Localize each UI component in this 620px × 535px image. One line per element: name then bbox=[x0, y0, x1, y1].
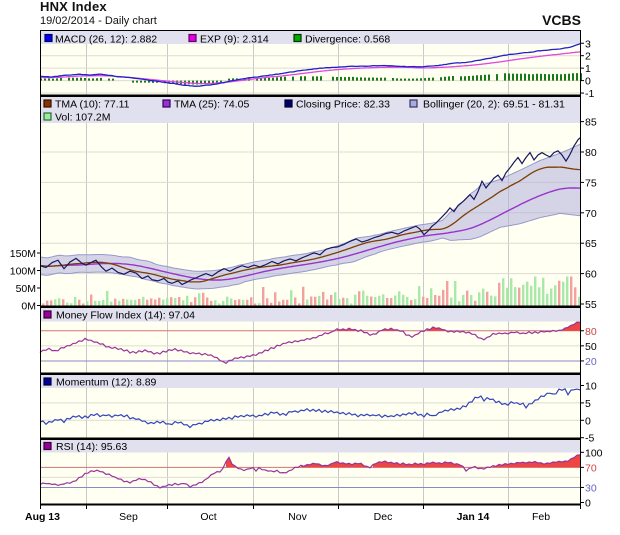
svg-text:55: 55 bbox=[585, 299, 597, 311]
svg-text:HNX Index: HNX Index bbox=[40, 0, 107, 14]
svg-text:RSI (14): 95.63: RSI (14): 95.63 bbox=[56, 441, 127, 453]
svg-text:TMA (25): 74.05: TMA (25): 74.05 bbox=[174, 99, 249, 111]
svg-text:Nov: Nov bbox=[288, 511, 307, 523]
svg-text:Momentum (12): 8.89: Momentum (12): 8.89 bbox=[56, 377, 157, 389]
svg-text:75: 75 bbox=[585, 177, 597, 189]
svg-text:-5: -5 bbox=[585, 433, 594, 445]
svg-text:0M: 0M bbox=[21, 301, 36, 313]
svg-text:150M: 150M bbox=[10, 248, 36, 260]
svg-text:10: 10 bbox=[585, 381, 597, 393]
svg-text:2: 2 bbox=[585, 51, 591, 63]
svg-text:1: 1 bbox=[585, 63, 591, 75]
svg-text:0: 0 bbox=[585, 498, 591, 510]
svg-text:Aug 13: Aug 13 bbox=[25, 511, 60, 523]
svg-text:0: 0 bbox=[585, 415, 591, 427]
svg-text:70: 70 bbox=[585, 208, 597, 220]
svg-text:20: 20 bbox=[585, 356, 597, 368]
svg-text:50M: 50M bbox=[16, 283, 36, 295]
svg-text:TMA (10): 77.11: TMA (10): 77.11 bbox=[55, 99, 130, 111]
svg-text:Vol: 107.2M: Vol: 107.2M bbox=[55, 112, 110, 124]
svg-text:Feb: Feb bbox=[532, 511, 550, 523]
svg-text:100M: 100M bbox=[10, 266, 36, 278]
svg-text:Bollinger (20, 2): 69.51 - 81.: Bollinger (20, 2): 69.51 - 81.31 bbox=[423, 99, 565, 111]
svg-text:80: 80 bbox=[585, 147, 597, 159]
svg-text:100: 100 bbox=[585, 447, 603, 459]
svg-text:Divergence: 0.568: Divergence: 0.568 bbox=[305, 34, 390, 46]
svg-text:50: 50 bbox=[585, 341, 597, 353]
svg-text:EXP (9): 2.314: EXP (9): 2.314 bbox=[200, 34, 269, 46]
svg-text:-1: -1 bbox=[585, 88, 594, 100]
svg-text:Jan 14: Jan 14 bbox=[457, 511, 490, 523]
svg-text:5: 5 bbox=[585, 398, 591, 410]
svg-text:65: 65 bbox=[585, 238, 597, 250]
svg-text:Closing Price: 82.33: Closing Price: 82.33 bbox=[296, 99, 390, 111]
svg-text:60: 60 bbox=[585, 269, 597, 281]
svg-text:0: 0 bbox=[585, 76, 591, 88]
svg-text:Sep: Sep bbox=[119, 511, 138, 523]
svg-text:19/02/2014 - Daily chart: 19/02/2014 - Daily chart bbox=[40, 15, 157, 27]
svg-text:MACD (26, 12): 2.882: MACD (26, 12): 2.882 bbox=[55, 34, 157, 46]
svg-text:Oct: Oct bbox=[200, 511, 216, 523]
svg-text:70: 70 bbox=[585, 462, 597, 474]
svg-text:30: 30 bbox=[585, 482, 597, 494]
svg-text:Dec: Dec bbox=[374, 511, 393, 523]
svg-text:Money Flow Index (14): 97.04: Money Flow Index (14): 97.04 bbox=[56, 310, 195, 322]
svg-text:80: 80 bbox=[585, 326, 597, 338]
svg-text:3: 3 bbox=[585, 38, 591, 50]
svg-text:85: 85 bbox=[585, 117, 597, 129]
svg-text:VCBS: VCBS bbox=[542, 12, 581, 28]
